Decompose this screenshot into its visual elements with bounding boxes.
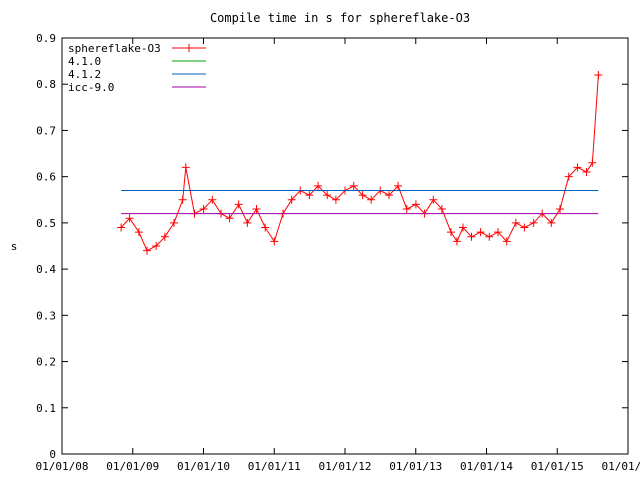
data-point	[225, 214, 234, 223]
x-tick-label: 01/01/10	[177, 460, 230, 473]
y-tick-label: 0.9	[36, 32, 56, 45]
data-point	[160, 232, 169, 241]
data-point	[178, 195, 187, 204]
data-point	[556, 205, 565, 214]
y-tick-label: 0.6	[36, 171, 56, 184]
y-axis-label: s	[11, 240, 18, 253]
data-point	[594, 70, 603, 79]
data-point	[117, 223, 126, 232]
data-point	[394, 181, 403, 190]
x-tick-label: 01/01/11	[248, 460, 301, 473]
data-point	[485, 232, 494, 241]
data-point	[208, 195, 217, 204]
x-tick-label: 01/01/08	[36, 460, 89, 473]
data-point	[152, 242, 161, 250]
legend-label: icc-9.0	[68, 81, 114, 94]
data-point	[384, 191, 393, 200]
legend-marker	[185, 44, 193, 52]
y-tick-label: 0.4	[36, 263, 56, 276]
data-point	[452, 237, 461, 246]
data-point	[261, 223, 270, 232]
data-point	[446, 228, 455, 237]
data-point	[582, 168, 591, 177]
data-point	[588, 158, 597, 167]
data-point	[402, 205, 411, 214]
data-point	[458, 223, 467, 232]
series-layer	[117, 70, 603, 255]
data-point	[125, 214, 134, 223]
y-tick-label: 0.5	[36, 217, 56, 230]
x-axis: 01/01/08 01/01/09 01/01/10 01/01/11 01/01/12…	[36, 38, 640, 473]
legend-label: sphereflake-O3	[68, 42, 161, 55]
y-axis: 0 0.1 0.2 0.3 0.4 0.5 0.6 0.7 0.8 0.9	[36, 32, 628, 461]
data-point	[134, 228, 143, 237]
data-point	[573, 163, 582, 172]
y-tick-label: 0.7	[36, 124, 56, 137]
data-point	[437, 205, 446, 214]
x-tick-label: 01/01/12	[319, 460, 372, 473]
x-tick-label: 01/01/09	[106, 460, 159, 473]
data-point	[181, 163, 190, 172]
data-point	[234, 200, 243, 209]
data-point	[511, 218, 520, 227]
y-tick-label: 0.8	[36, 78, 56, 91]
y-tick-label: 0.3	[36, 309, 56, 322]
data-point	[520, 223, 529, 232]
data-point	[252, 205, 261, 214]
series-sphereflake-o3	[117, 70, 603, 255]
series-line	[120, 74, 599, 252]
data-point	[411, 200, 420, 209]
x-tick-label: 01/01/15	[531, 460, 584, 473]
data-point	[143, 246, 152, 255]
data-point	[323, 191, 332, 200]
data-point	[476, 228, 485, 237]
x-tick-label: 01/01/16	[602, 460, 640, 473]
x-tick-label: 01/01/14	[460, 460, 513, 473]
data-point	[314, 181, 323, 190]
data-point	[564, 172, 573, 181]
legend-label: 4.1.2	[68, 68, 101, 81]
data-point	[305, 191, 314, 200]
data-point	[529, 218, 538, 227]
data-point	[429, 195, 438, 204]
plot-frame	[61, 37, 629, 455]
data-point	[287, 195, 296, 204]
y-tick-label: 0.2	[36, 356, 56, 369]
data-point	[169, 218, 178, 227]
data-point	[494, 228, 503, 237]
data-point	[199, 205, 208, 214]
data-point	[349, 181, 358, 190]
x-tick-label: 01/01/13	[389, 460, 442, 473]
data-point	[367, 195, 376, 204]
legend-label: 4.1.0	[68, 55, 101, 68]
data-point	[547, 218, 556, 227]
data-point	[270, 237, 279, 246]
data-point	[467, 232, 476, 241]
data-point	[243, 218, 252, 227]
data-point	[331, 195, 340, 204]
y-tick-label: 0	[49, 448, 56, 461]
data-point	[358, 191, 367, 200]
chart-title: Compile time in s for sphereflake-O3	[210, 11, 470, 25]
y-tick-label: 0.1	[36, 402, 56, 415]
data-point	[502, 237, 511, 246]
